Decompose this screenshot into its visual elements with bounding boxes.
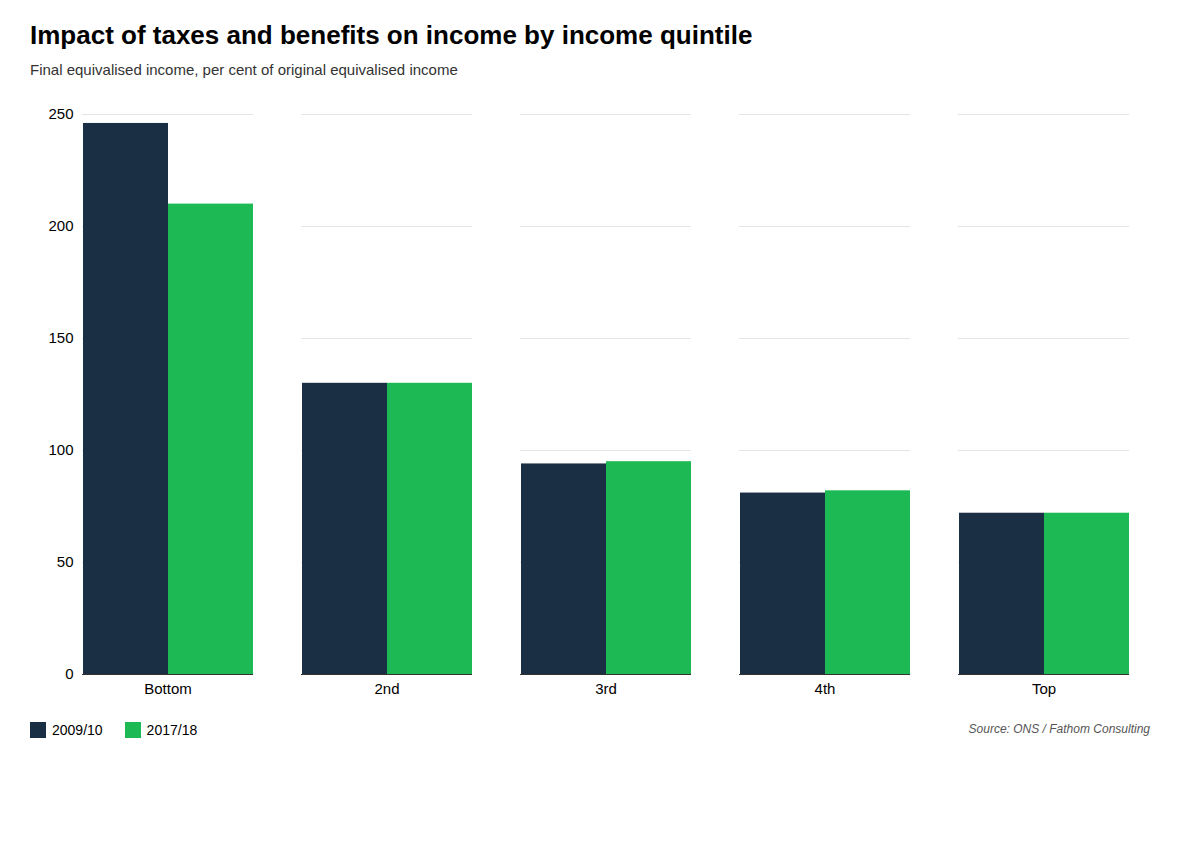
- svg-text:Bottom: Bottom: [144, 680, 192, 697]
- svg-text:3rd: 3rd: [595, 680, 617, 697]
- svg-text:4th: 4th: [815, 680, 836, 697]
- svg-text:150: 150: [48, 329, 73, 346]
- svg-text:50: 50: [57, 553, 74, 570]
- svg-text:200: 200: [48, 217, 73, 234]
- html-text:2017/18: 2017/18: [146, 722, 198, 738]
- svg-text:2nd: 2nd: [374, 680, 399, 697]
- svg-text:250: 250: [48, 105, 73, 122]
- svg-text:0: 0: [65, 665, 73, 682]
- html-text:2009/10: 2009/10: [52, 722, 103, 738]
- svg-text:100: 100: [48, 441, 73, 458]
- html-text:Source: ONS / Fathom Consultin: Source: ONS / Fathom Consulting: [968, 722, 1150, 736]
- svg-text:Top: Top: [1032, 680, 1056, 697]
- html-text:Final equivalised income, per: Final equivalised income, per cent of or…: [30, 61, 458, 78]
- html-text:Impact of taxes and benefits o: Impact of taxes and benefits on income b…: [30, 20, 753, 50]
